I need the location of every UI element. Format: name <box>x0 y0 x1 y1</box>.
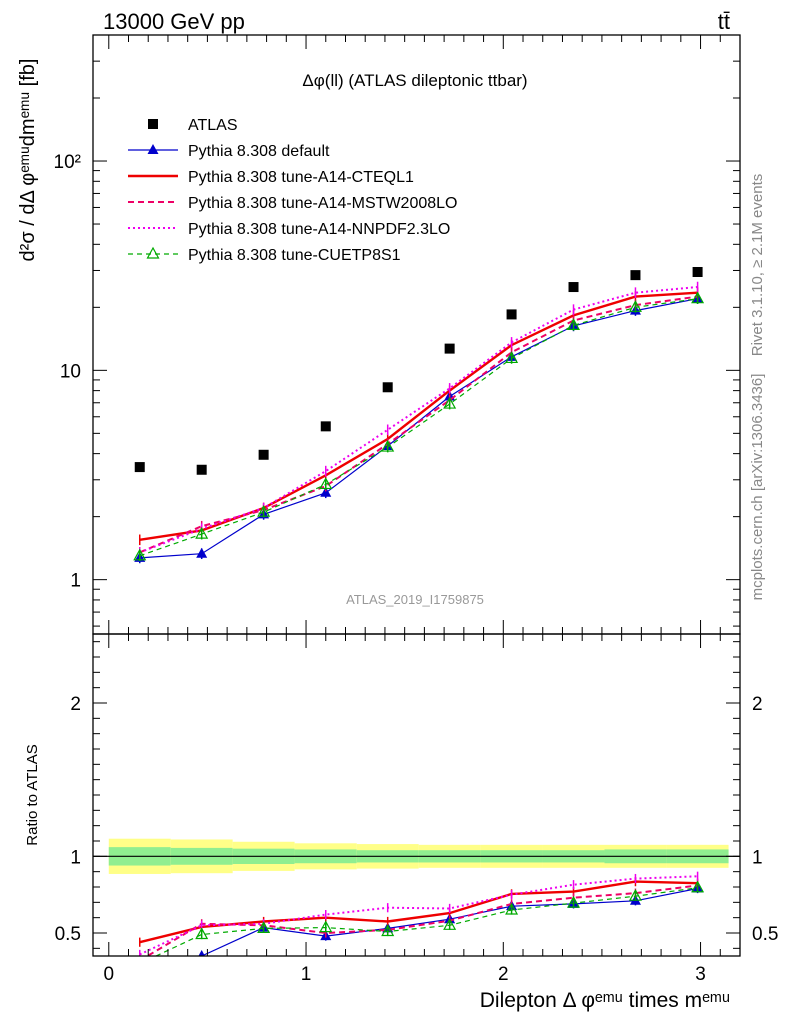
main-marker-cuetp8s1 <box>628 300 642 312</box>
ratio-marker-cuetp8s1 <box>381 924 395 937</box>
main-marker-cuetp8s1 <box>195 526 209 539</box>
legend-label-atlas: ATLAS <box>188 117 238 134</box>
main-marker-cuetp8s1 <box>133 548 147 561</box>
ratio-marker-cuetp8s1 <box>443 918 457 930</box>
ratio-marker-cuetp8s1 <box>257 921 271 934</box>
main-y-axis-label: d²σ / dΔ φᵉᵐᵘdmᵉᵐᵘ [fb] <box>17 59 39 262</box>
ratio-marker-cuetp8s1 <box>195 927 209 940</box>
x-tick-label: 1 <box>301 964 312 985</box>
atlas-data-point <box>134 462 145 473</box>
ratio-marker-cuetp8s1 <box>505 902 519 915</box>
ratio-y-tick-label-right: 1 <box>752 847 763 868</box>
main-panel: 1 10 10² Δφ(ll) (ATLAS dileptonic ttbar) d… <box>17 34 741 635</box>
main-y-tick-label: 10² <box>54 152 81 173</box>
ratio-y-axis-label: Ratio to ATLAS <box>24 744 41 845</box>
ratio-y-tick-label-right: 0.5 <box>752 924 778 945</box>
legend-marker-cuetp8s1 <box>146 246 160 259</box>
legend-label-default: Pythia 8.308 default <box>188 143 330 160</box>
ratio-y-tick-label-left: 1 <box>70 847 81 868</box>
ratio-data-layer <box>93 838 740 975</box>
main-series-line-nnpdf <box>139 286 698 554</box>
x-tick-label: 2 <box>498 964 509 985</box>
x-axis-label: Dilepton Δ φᵉᵐᵘ times mᵉᵐᵘ <box>480 989 730 1012</box>
ratio-marker-cuetp8s1 <box>628 888 642 901</box>
main-y-tick-label: 10 <box>60 361 81 382</box>
ratio-series-layer <box>134 871 705 975</box>
ratio-series-line-nnpdf <box>139 875 698 956</box>
main-marker-cuetp8s1 <box>257 504 271 517</box>
header-process: tt̄ <box>718 9 730 34</box>
analysis-watermark: ATLAS_2019_I1759875 <box>346 592 484 607</box>
ratio-axes: 0.5 0.5 1 1 2 2 0 1 2 3 <box>55 634 778 985</box>
x-tick-label: 3 <box>695 964 706 985</box>
legend-marker-atlas <box>148 119 158 129</box>
atlas-data-point <box>258 449 269 460</box>
ratio-y-tick-label-right: 2 <box>752 694 763 715</box>
main-series-line-mstw <box>139 295 698 554</box>
main-marker-cuetp8s1 <box>691 291 705 304</box>
main-marker-cuetp8s1 <box>381 439 395 452</box>
ratio-series-line-cteql1 <box>139 880 698 944</box>
main-marker-cuetp8s1 <box>319 477 333 490</box>
atlas-data-point <box>196 464 207 475</box>
ratio-series-line-mstw <box>145 884 698 956</box>
ratio-marker-cuetp8s1 <box>567 895 581 908</box>
main-marker-cuetp8s1 <box>567 318 581 330</box>
atlas-data-point <box>568 282 579 293</box>
main-title: Δφ(ll) (ATLAS dileptonic ttbar) <box>302 71 527 90</box>
main-marker-default <box>196 547 208 558</box>
main-marker-cuetp8s1 <box>505 351 519 364</box>
header-energy: 13000 GeV pp <box>103 9 245 34</box>
atlas-data-point <box>444 343 455 354</box>
ratio-marker-cuetp8s1 <box>134 958 145 968</box>
legend-marker-default <box>147 144 159 154</box>
main-data-layer <box>133 266 705 564</box>
ratio-series-line-cuetp8s1 <box>154 887 698 956</box>
legend-label-cuetp8s1: Pythia 8.308 tune-CUETP8S1 <box>188 247 401 264</box>
ratio-marker-default <box>198 950 205 956</box>
main-axes: 1 10 10² <box>54 34 741 634</box>
ratio-marker-cuetp8s1 <box>319 920 333 933</box>
legend: ATLAS Pythia 8.308 default Pythia 8.308 tu… <box>128 117 457 264</box>
x-tick-label: 0 <box>103 964 114 985</box>
atlas-data-point <box>506 309 517 320</box>
main-y-tick-label: 1 <box>70 571 81 592</box>
main-series-line-default <box>139 298 698 559</box>
legend-label-mstw: Pythia 8.308 tune-A14-MSTW2008LO <box>188 195 457 212</box>
main-series-line-cteql1 <box>139 291 698 541</box>
main-series-line-cuetp8s1 <box>139 298 698 557</box>
legend-label-cteql1: Pythia 8.308 tune-A14-CTEQL1 <box>188 169 414 186</box>
atlas-data-point <box>320 421 331 432</box>
rivet-label: Rivet 3.1.10, ≥ 2.1M events <box>749 174 766 357</box>
ratio-marker-default <box>134 965 145 975</box>
ratio-marker-cuetp8s1 <box>691 880 705 893</box>
mcplots-label: mcplots.cern.ch [arXiv:1306.3436] <box>749 374 766 601</box>
ratio-y-tick-label-left: 0.5 <box>55 924 81 945</box>
atlas-data-point <box>692 266 703 277</box>
ratio-frame <box>92 633 741 957</box>
atlas-data-point <box>630 270 641 281</box>
legend-label-nnpdf: Pythia 8.308 tune-A14-NNPDF2.3LO <box>188 221 450 238</box>
ratio-y-tick-label-left: 2 <box>70 694 81 715</box>
ratio-panel: 0.5 0.5 1 1 2 2 0 1 2 3 Ratio to ATLAS Dilepton Δ… <box>24 633 778 1012</box>
main-marker-default <box>320 486 332 497</box>
main-marker-cuetp8s1 <box>443 396 457 409</box>
atlas-data-point <box>382 382 393 393</box>
ratio-series-line-default <box>199 887 698 956</box>
